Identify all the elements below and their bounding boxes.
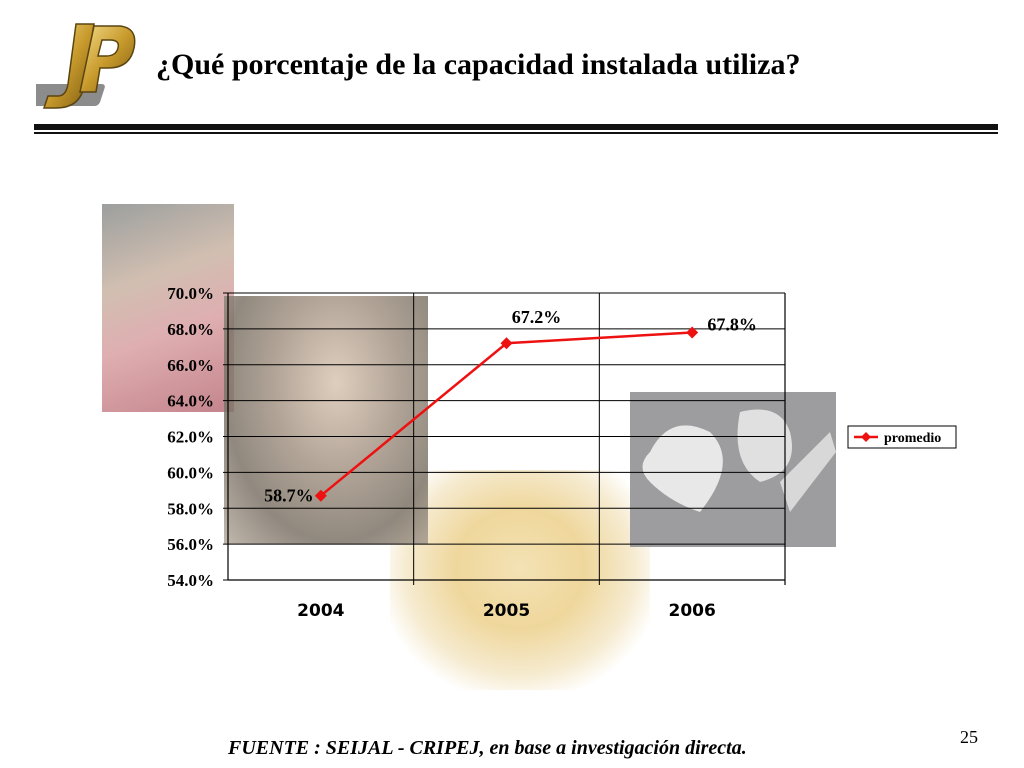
y-tick-label: 56.0% xyxy=(167,535,214,554)
data-point-marker xyxy=(314,489,327,502)
y-tick-label: 66.0% xyxy=(167,356,214,375)
background-photo-woman xyxy=(102,204,234,412)
background-photo-shapes xyxy=(630,392,836,547)
chart-gridlines xyxy=(228,292,785,585)
slide-title: ¿Qué porcentaje de la capacidad instalad… xyxy=(156,48,801,81)
data-point-marker xyxy=(500,337,513,350)
background-photo-portrait xyxy=(224,296,428,544)
page-number: 25 xyxy=(960,727,978,747)
y-tick-label: 68.0% xyxy=(167,320,214,339)
title-rule xyxy=(34,124,998,130)
chart-axes xyxy=(223,292,786,585)
data-point-marker xyxy=(686,326,699,339)
jp-logo xyxy=(19,16,140,118)
y-tick-label: 58.0% xyxy=(167,499,214,518)
x-tick-label: 2004 xyxy=(297,601,344,621)
legend-label: promedio xyxy=(884,431,941,446)
y-tick-label: 70.0% xyxy=(167,284,214,303)
legend-box xyxy=(847,425,957,449)
y-tick-labels: 54.0% 56.0% 58.0% 60.0% 62.0% 64.0% 66.0% 68.0%… xyxy=(167,284,214,590)
data-label: 67.8% xyxy=(707,314,757,334)
data-labels: 58.7% 67.2% 67.8% xyxy=(264,307,757,505)
y-tick-label: 54.0% xyxy=(167,571,214,590)
data-label: 67.2% xyxy=(512,307,562,327)
y-tick-label: 64.0% xyxy=(167,392,214,411)
legend-marker xyxy=(861,432,871,442)
x-tick-label: 2006 xyxy=(669,601,716,621)
series-line-promedio xyxy=(320,331,693,497)
source-note: FUENTE : SEIJAL - CRIPEJ, en base a inve… xyxy=(228,737,747,759)
title-rule-thin xyxy=(34,132,998,134)
chart-series xyxy=(314,326,699,502)
y-tick-label: 60.0% xyxy=(167,463,214,482)
x-tick-label: 2005 xyxy=(483,601,530,621)
x-tick-labels: 2004 2005 2006 xyxy=(297,601,716,621)
chart-legend: promedio xyxy=(847,425,957,449)
data-label: 58.7% xyxy=(264,486,314,506)
y-tick-label: 62.0% xyxy=(167,428,214,447)
